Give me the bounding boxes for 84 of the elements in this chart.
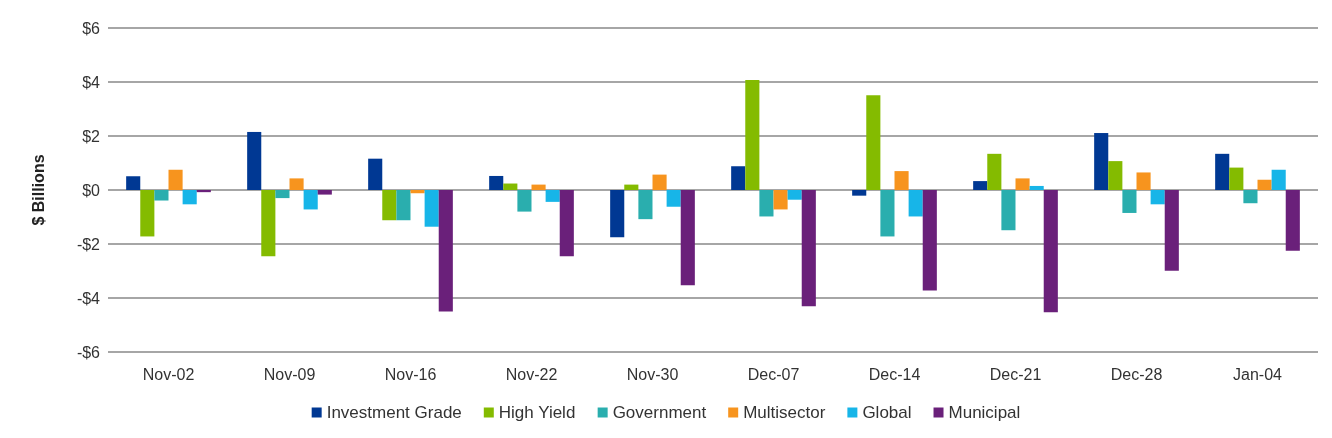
bar: [922, 190, 937, 291]
y-tick-label: $4: [82, 73, 101, 91]
bar: [196, 190, 211, 193]
bar: [126, 176, 141, 190]
bar: [1108, 161, 1123, 190]
bar: [987, 153, 1002, 190]
bar: [773, 190, 788, 210]
bar: [880, 190, 895, 237]
bar: [801, 190, 816, 307]
bar: [866, 95, 881, 190]
legend-label: Government: [612, 403, 707, 422]
bar: [503, 183, 518, 190]
legend-label: High Yield: [498, 403, 576, 422]
x-tick-label: Dec-28: [1110, 365, 1163, 383]
bar: [680, 190, 695, 286]
bar: [1243, 190, 1258, 204]
bar: [247, 131, 262, 190]
bar: [973, 181, 988, 190]
bar: [1285, 190, 1300, 251]
bar: [1043, 190, 1058, 313]
legend-label: Investment Grade: [326, 403, 462, 422]
bar: [182, 190, 197, 205]
legend-label: Global: [862, 403, 912, 422]
bar: [489, 175, 504, 190]
x-tick-label: Dec-21: [989, 365, 1042, 383]
bar: [745, 80, 760, 190]
bar: [787, 190, 802, 200]
bar: [396, 190, 411, 221]
bar: [666, 190, 681, 207]
bar: [438, 190, 453, 312]
bar: [731, 166, 746, 190]
bar: [1122, 190, 1137, 213]
bar: [424, 190, 439, 227]
x-tick-label: Nov-02: [142, 365, 195, 383]
bar: [652, 174, 667, 190]
legend-label: Municipal: [948, 403, 1021, 422]
bar: [908, 190, 923, 217]
x-tick-label: Nov-09: [263, 365, 316, 383]
bar: [624, 184, 639, 190]
bar: [610, 190, 625, 238]
y-tick-label: $6: [82, 19, 101, 37]
bar: [1215, 153, 1230, 190]
y-tick-label: -$4: [76, 289, 101, 307]
bar: [1257, 179, 1272, 190]
x-tick-label: Jan-04: [1233, 365, 1283, 383]
bar: [168, 169, 183, 190]
bar: [275, 190, 290, 199]
bar: [559, 190, 574, 257]
bar: [545, 190, 560, 202]
x-tick-label: Dec-07: [747, 365, 800, 383]
bar: [289, 178, 304, 190]
bar: [894, 171, 909, 190]
bar: [303, 190, 318, 210]
bar: [1001, 190, 1016, 231]
bar: [1271, 169, 1286, 190]
bar: [140, 190, 155, 237]
bar: [368, 158, 383, 190]
legend-label: Multisector: [743, 403, 826, 422]
x-tick-label: Nov-16: [384, 365, 437, 383]
bar: [638, 190, 653, 220]
bar: [1094, 133, 1109, 190]
bar: [317, 190, 332, 195]
y-axis-title: $ Billions: [29, 154, 47, 226]
bar: [1136, 172, 1151, 190]
bar: [261, 190, 276, 257]
bar: [1150, 190, 1165, 205]
bar: [1029, 185, 1044, 190]
bar: [382, 190, 397, 221]
bar: [410, 190, 425, 194]
y-tick-label: $0: [82, 181, 101, 199]
y-tick-label: $2: [82, 127, 101, 145]
x-tick-label: Nov-22: [505, 365, 558, 383]
bar: [759, 190, 774, 217]
bar: [154, 190, 169, 201]
bar: [517, 190, 532, 212]
x-tick-label: Dec-14: [868, 365, 921, 383]
bar: [1164, 190, 1179, 271]
bar: [1229, 167, 1244, 190]
y-tick-label: -$6: [76, 343, 101, 361]
bar: [1015, 178, 1030, 190]
y-tick-label: -$2: [76, 235, 101, 253]
bar: [531, 184, 546, 190]
bar: [852, 190, 867, 196]
x-tick-label: Nov-30: [626, 365, 679, 383]
